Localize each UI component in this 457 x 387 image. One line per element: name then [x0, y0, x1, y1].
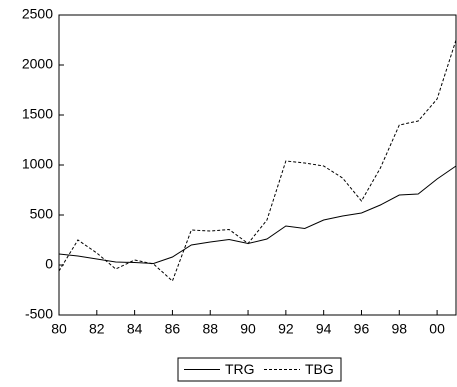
x-tick-label: 96 [354, 321, 370, 337]
x-tick-label: 00 [429, 321, 445, 337]
y-tick-label: 500 [30, 206, 54, 222]
x-tick-label: 92 [278, 321, 294, 337]
x-tick-label: 94 [316, 321, 332, 337]
y-tick-label: -500 [25, 306, 53, 322]
x-tick-label: 90 [240, 321, 256, 337]
plot-frame [58, 14, 457, 316]
x-tick-label: 80 [51, 321, 67, 337]
x-tick-label: 98 [391, 321, 407, 337]
legend-label: TRG [225, 361, 255, 377]
legend-label: TBG [305, 361, 334, 377]
y-tick-label: 1000 [22, 156, 53, 172]
y-tick-label: 1500 [22, 106, 53, 122]
x-tick-label: 82 [89, 321, 105, 337]
y-tick-label: 2500 [22, 6, 53, 22]
x-tick-label: 86 [165, 321, 181, 337]
x-tick-label: 88 [202, 321, 218, 337]
legend-box [177, 357, 342, 382]
y-tick-label: 2000 [22, 56, 53, 72]
y-tick-label: 0 [45, 256, 53, 272]
x-tick-label: 84 [127, 321, 143, 337]
series-line [58, 165, 457, 265]
series-line [58, 39, 457, 282]
